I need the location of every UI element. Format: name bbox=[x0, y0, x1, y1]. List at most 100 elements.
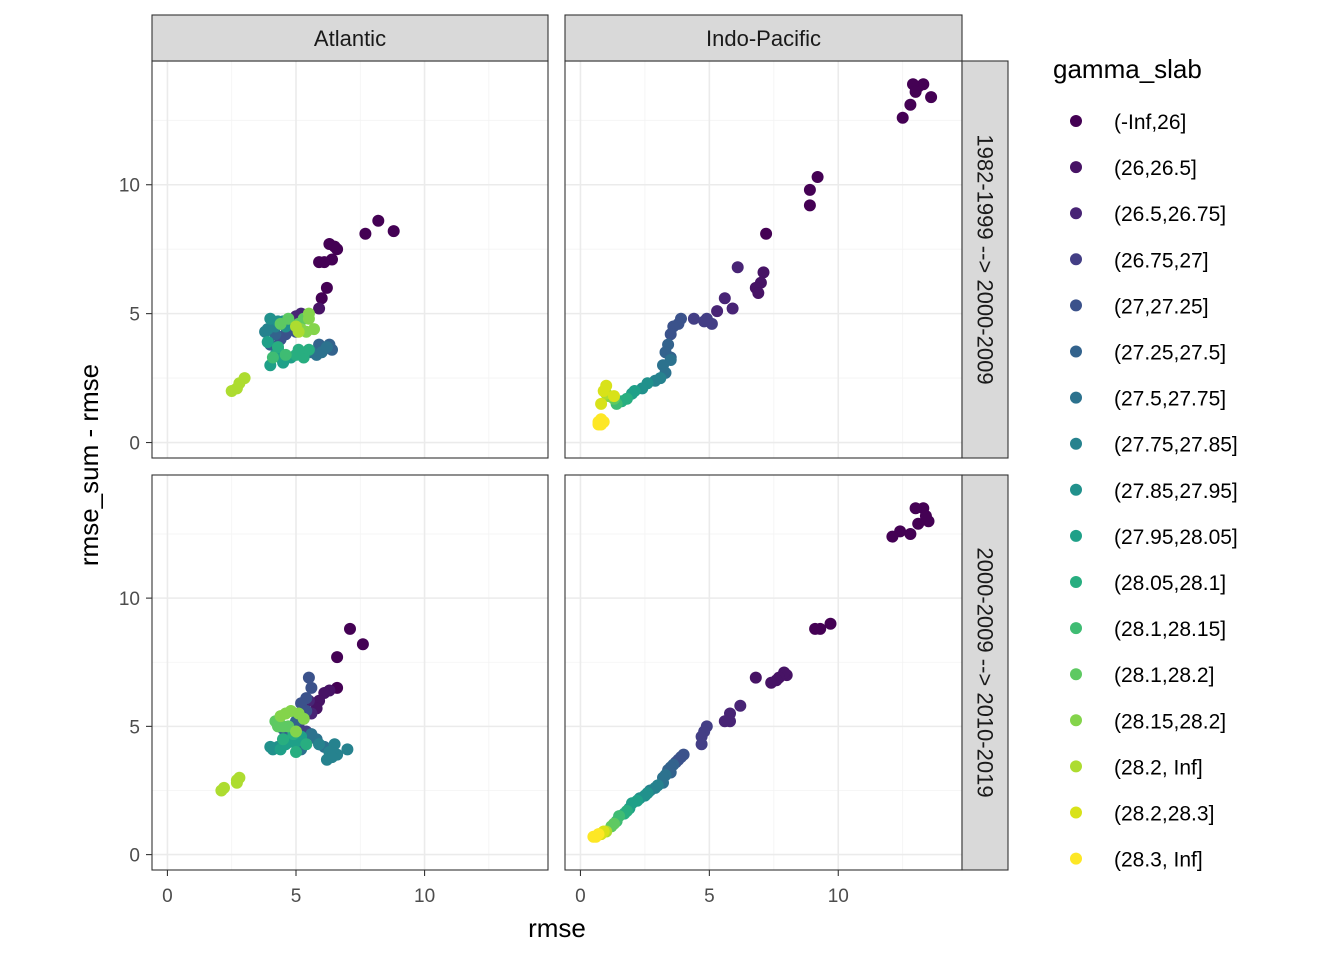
data-point bbox=[909, 502, 922, 515]
legend-label: (27.85,27.95] bbox=[1114, 480, 1238, 503]
data-point bbox=[264, 312, 277, 325]
legend-key bbox=[1070, 115, 1082, 127]
panel-border bbox=[151, 474, 549, 871]
data-point bbox=[290, 746, 302, 758]
data-point bbox=[292, 343, 305, 356]
data-point bbox=[904, 98, 917, 111]
data-point bbox=[886, 530, 899, 543]
facet-panel bbox=[564, 60, 963, 459]
data-point bbox=[698, 315, 711, 328]
column-strip bbox=[564, 14, 963, 62]
data-point bbox=[297, 712, 310, 725]
data-point bbox=[387, 225, 400, 238]
data-point bbox=[904, 528, 917, 540]
y-tick-label: 5 bbox=[129, 305, 140, 326]
legend-key bbox=[1070, 437, 1082, 450]
y-axis-title: rmse_sum - rmse bbox=[74, 364, 104, 566]
data-point bbox=[305, 681, 318, 694]
data-point bbox=[320, 281, 333, 294]
data-point bbox=[341, 743, 354, 756]
legend-label: (26.75,27] bbox=[1114, 249, 1209, 272]
panel-background bbox=[152, 475, 548, 870]
legend-label: (28.15,28.2] bbox=[1114, 710, 1226, 733]
x-tick-label: 10 bbox=[828, 886, 849, 907]
data-point bbox=[344, 622, 356, 635]
data-point bbox=[824, 617, 837, 630]
legend-key bbox=[1070, 345, 1082, 358]
legend-key bbox=[1070, 161, 1082, 174]
data-point bbox=[896, 111, 909, 124]
legend-key bbox=[1070, 576, 1082, 588]
data-point bbox=[752, 287, 765, 299]
legend-key bbox=[1070, 299, 1082, 312]
data-point bbox=[356, 638, 369, 651]
data-point bbox=[331, 651, 344, 664]
data-point bbox=[718, 715, 731, 728]
data-point bbox=[238, 372, 251, 385]
data-point bbox=[302, 671, 315, 684]
column-strip-label: Indo-Pacific bbox=[706, 26, 821, 51]
legend-label: (28.3, Inf] bbox=[1114, 849, 1203, 872]
data-point bbox=[359, 227, 372, 240]
legend-label: (28.1,28.15] bbox=[1114, 618, 1226, 641]
data-point bbox=[760, 227, 773, 240]
panels bbox=[151, 60, 963, 871]
data-point bbox=[230, 774, 243, 787]
data-point bbox=[765, 676, 778, 689]
legend-label: (-Inf,26] bbox=[1114, 111, 1186, 134]
data-point bbox=[292, 325, 305, 338]
legend-label: (27.75,27.85] bbox=[1114, 434, 1238, 457]
legend-label: (27,27.25] bbox=[1114, 295, 1209, 318]
data-point bbox=[272, 341, 284, 354]
legend-key bbox=[1070, 668, 1082, 681]
legend-key bbox=[1070, 207, 1082, 220]
legend-label: (28.1,28.2] bbox=[1114, 664, 1214, 687]
x-tick-label: 5 bbox=[704, 886, 715, 907]
data-point bbox=[803, 199, 816, 212]
data-point bbox=[731, 261, 744, 274]
data-point bbox=[600, 379, 613, 392]
data-point bbox=[313, 256, 326, 269]
data-point bbox=[264, 740, 277, 753]
legend-key bbox=[1070, 714, 1082, 727]
data-point bbox=[687, 312, 700, 325]
facet-panel bbox=[564, 474, 963, 871]
facet-panel bbox=[151, 60, 549, 459]
legend: gamma_slab (-Inf,26] (26,26.5] (26.5,26.75… bbox=[1053, 54, 1238, 872]
data-point bbox=[261, 336, 274, 348]
data-point bbox=[279, 348, 292, 361]
data-point bbox=[592, 828, 605, 841]
data-point bbox=[302, 307, 315, 320]
legend-key bbox=[1070, 806, 1082, 819]
x-tick-label: 0 bbox=[575, 886, 586, 907]
data-point bbox=[757, 266, 770, 279]
data-point bbox=[726, 302, 739, 315]
data-point bbox=[749, 671, 762, 684]
legend-label: (27.5,27.75] bbox=[1114, 388, 1226, 411]
row-strip-label: 1982-1999 --> 2000-2009 bbox=[973, 134, 998, 384]
data-point bbox=[331, 243, 344, 256]
data-point bbox=[320, 341, 333, 354]
data-point bbox=[734, 699, 747, 712]
data-point bbox=[282, 312, 295, 325]
facet-panel bbox=[151, 474, 549, 871]
data-point bbox=[277, 733, 290, 746]
legend-key bbox=[1070, 529, 1082, 542]
legend-key bbox=[1070, 622, 1082, 635]
legend-key bbox=[1070, 852, 1082, 865]
data-point bbox=[912, 517, 925, 530]
y-tick-label: 5 bbox=[129, 717, 140, 738]
data-point bbox=[608, 390, 620, 403]
x-tick-label: 0 bbox=[162, 886, 173, 907]
legend-label: (26.5,26.75] bbox=[1114, 203, 1226, 226]
data-point bbox=[909, 85, 922, 98]
legend-key bbox=[1070, 760, 1082, 773]
data-point bbox=[925, 91, 938, 104]
data-point bbox=[290, 725, 302, 738]
data-point bbox=[313, 302, 326, 315]
legend-label: (27.95,28.05] bbox=[1114, 526, 1238, 549]
legend-label: (26,26.5] bbox=[1114, 157, 1197, 180]
data-point bbox=[809, 622, 822, 635]
data-point bbox=[266, 351, 279, 364]
